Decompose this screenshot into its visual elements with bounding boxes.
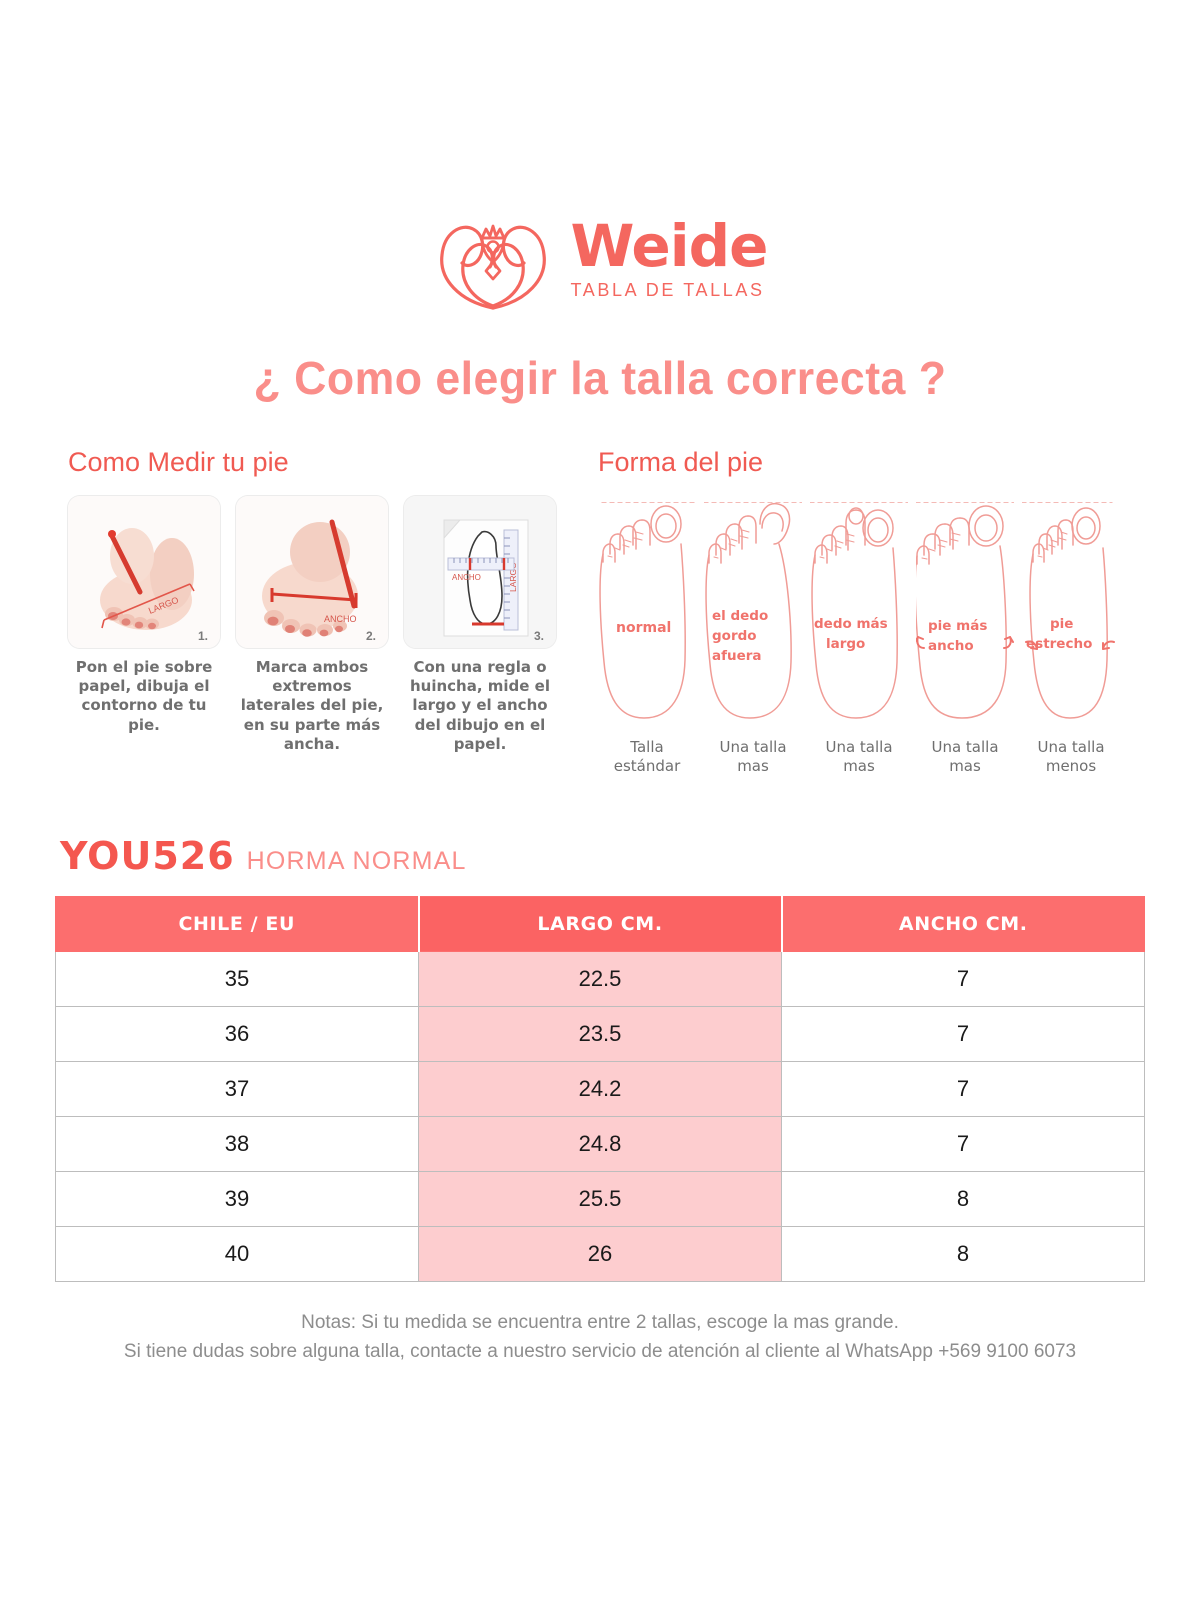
foot-shape-caption-0: Talla estándar bbox=[613, 738, 681, 775]
svg-text:pie más: pie más bbox=[928, 618, 987, 634]
foot-shape-item-wider: pie más ancho Una talla mas bbox=[916, 502, 1014, 776]
paper-ruler-measure-photo-icon: LARGO ANCHO 3. bbox=[404, 496, 556, 648]
table-header-row: CHILE / EU LARGO CM. ANCHO CM. bbox=[55, 895, 1145, 952]
cell-ancho: 7 bbox=[781, 1115, 1145, 1172]
svg-text:ancho: ancho bbox=[928, 638, 974, 654]
page-title: ¿ Como elegir la talla correcta ? bbox=[253, 352, 947, 404]
foot-shape-section: Forma del pie bbox=[598, 447, 1140, 776]
foot-shape-caption-1: Una talla mas bbox=[719, 738, 787, 775]
cell-largo: 26 bbox=[418, 1225, 782, 1282]
measure-step-1: LARGO 1. Pon el pie sobre papel, dibuja … bbox=[68, 496, 220, 754]
svg-text:pie: pie bbox=[1050, 616, 1073, 632]
brand-logo: Weide TABLA DE TALLAS bbox=[0, 205, 1200, 315]
how-to-measure-section: Como Medir tu pie bbox=[68, 447, 558, 776]
svg-text:largo: largo bbox=[826, 636, 865, 652]
cell-largo: 22.5 bbox=[418, 950, 782, 1007]
svg-text:afuera: afuera bbox=[712, 648, 762, 664]
cell-ancho: 7 bbox=[781, 1005, 1145, 1062]
table-header-chile-eu: CHILE / EU bbox=[55, 895, 419, 952]
cell-ancho: 8 bbox=[781, 1225, 1145, 1282]
cell-size: 38 bbox=[55, 1115, 419, 1172]
cell-ancho: 7 bbox=[781, 950, 1145, 1007]
note-line-1: Notas: Si tu medida se encuentra entre 2… bbox=[301, 1311, 899, 1333]
svg-text:1.: 1. bbox=[198, 629, 208, 643]
table-header-largo: LARGO CM. bbox=[417, 895, 783, 952]
foot-shape-item-narrow: pie estrecho Una talla menos bbox=[1022, 502, 1120, 776]
foot-shape-item-normal: normal Talla estándar bbox=[598, 502, 696, 776]
svg-text:ANCHO: ANCHO bbox=[452, 573, 481, 582]
cell-ancho: 7 bbox=[781, 1060, 1145, 1117]
notes-block: Notas: Si tu medida se encuentra entre 2… bbox=[0, 1308, 1200, 1367]
foot-shape-item-longer-toe: dedo más largo Una talla mas bbox=[810, 502, 908, 776]
svg-text:normal: normal bbox=[616, 620, 671, 636]
cell-largo: 24.2 bbox=[418, 1060, 782, 1117]
cell-size: 35 bbox=[55, 950, 419, 1007]
table-row: 35 22.5 7 bbox=[55, 950, 1145, 1007]
foot-shape-item-big-toe-out: el dedo gordo afuera Una talla mas bbox=[704, 502, 802, 776]
product-last-type: HORMA NORMAL bbox=[246, 846, 467, 875]
foot-shape-caption-3: Una talla mas bbox=[931, 738, 999, 775]
measure-step-2: ANCHO 2. Marca ambos extremos laterales … bbox=[236, 496, 388, 754]
size-table-body: 35 22.5 7 36 23.5 7 37 24.2 7 38 24.8 7 … bbox=[55, 950, 1145, 1282]
table-row: 40 26 8 bbox=[55, 1225, 1145, 1282]
measure-step-2-caption: Marca ambos extremos laterales del pie, … bbox=[240, 658, 384, 753]
foot-shape-caption-4: Una talla menos bbox=[1037, 738, 1105, 775]
product-code: YOU526 bbox=[60, 833, 235, 878]
svg-text:gordo: gordo bbox=[712, 628, 757, 644]
foot-shape-heading: Forma del pie bbox=[598, 447, 764, 477]
cell-ancho: 8 bbox=[781, 1170, 1145, 1227]
table-row: 39 25.5 8 bbox=[55, 1170, 1145, 1227]
svg-text:el dedo: el dedo bbox=[712, 608, 768, 624]
weide-crown-flame-logo-icon bbox=[433, 205, 553, 315]
cell-largo: 25.5 bbox=[418, 1170, 782, 1227]
note-line-2: Si tiene dudas sobre alguna talla, conta… bbox=[123, 1340, 1077, 1362]
foot-shape-caption-2: Una talla mas bbox=[825, 738, 893, 775]
product-title: YOU526 HORMA NORMAL bbox=[60, 834, 1200, 878]
table-row: 37 24.2 7 bbox=[55, 1060, 1145, 1117]
cell-size: 36 bbox=[55, 1005, 419, 1062]
cell-size: 37 bbox=[55, 1060, 419, 1117]
cell-largo: 23.5 bbox=[418, 1005, 782, 1062]
svg-text:2.: 2. bbox=[366, 629, 376, 643]
svg-text:estrecho: estrecho bbox=[1026, 636, 1092, 652]
foot-tracing-pencil-photo-icon: LARGO 1. bbox=[68, 496, 220, 648]
svg-text:LARGO: LARGO bbox=[508, 562, 518, 592]
svg-text:dedo más: dedo más bbox=[814, 616, 888, 632]
svg-text:3.: 3. bbox=[534, 629, 544, 643]
cell-largo: 24.8 bbox=[418, 1115, 782, 1172]
ancho-overlay-label: ANCHO bbox=[324, 614, 357, 624]
cell-size: 39 bbox=[55, 1170, 419, 1227]
table-row: 36 23.5 7 bbox=[55, 1005, 1145, 1062]
brand-tagline: TABLA DE TALLAS bbox=[570, 280, 765, 301]
brand-name: Weide bbox=[570, 211, 769, 280]
size-table: CHILE / EU LARGO CM. ANCHO CM. 35 22.5 7… bbox=[55, 895, 1145, 1282]
cell-size: 40 bbox=[55, 1225, 419, 1282]
table-header-ancho: ANCHO CM. bbox=[781, 895, 1145, 952]
measure-step-3: LARGO ANCHO 3. Con una regla o huincha, … bbox=[404, 496, 556, 754]
table-row: 38 24.8 7 bbox=[55, 1115, 1145, 1172]
how-to-measure-heading: Como Medir tu pie bbox=[68, 447, 289, 477]
measure-step-3-caption: Con una regla o huincha, mide el largo y… bbox=[409, 658, 550, 753]
measure-step-1-caption: Pon el pie sobre papel, dibuja el contor… bbox=[75, 658, 213, 734]
foot-width-marking-photo-icon: ANCHO 2. bbox=[236, 496, 388, 648]
